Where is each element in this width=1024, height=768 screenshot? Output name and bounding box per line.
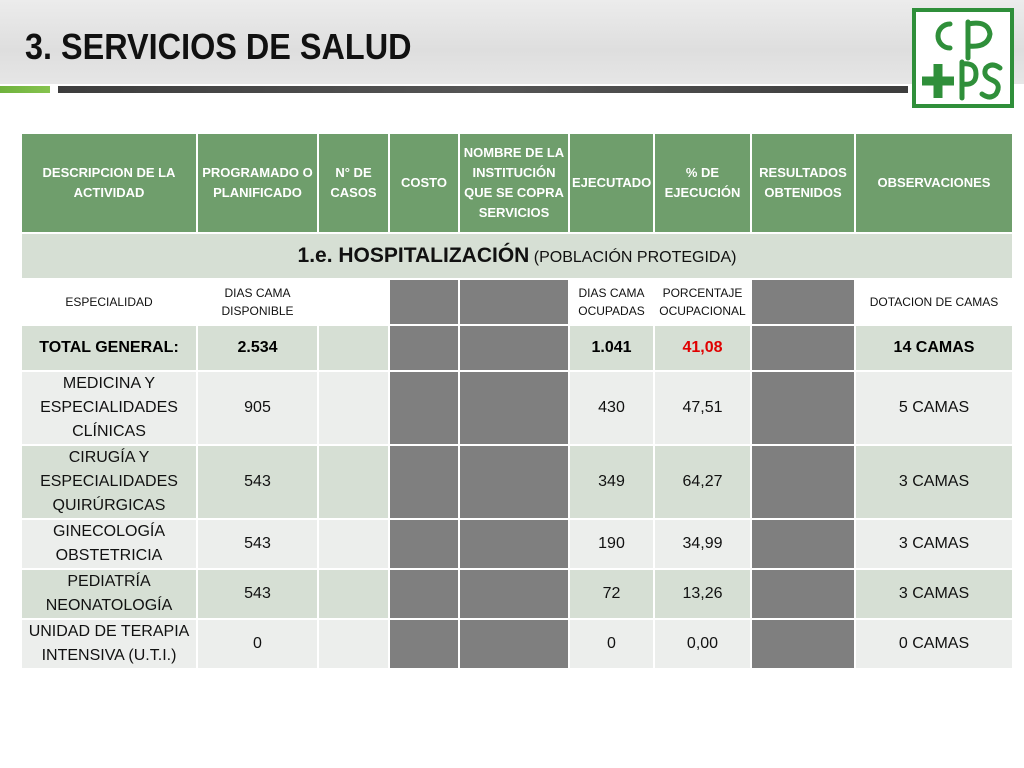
table-row: UNIDAD DE TERAPIA INTENSIVA (U.T.I.) 0 0…	[22, 620, 1012, 668]
row-especialidad: CIRUGÍA Y ESPECIALIDADES QUIRÚRGICAS	[22, 446, 196, 518]
subheader-dias-ocupadas: DIAS CAMA OCUPADAS	[570, 280, 653, 324]
gray-filler-cell	[460, 280, 568, 324]
table-row: CIRUGÍA Y ESPECIALIDADES QUIRÚRGICAS 543…	[22, 446, 1012, 518]
row-disponible: 543	[198, 570, 317, 618]
row-especialidad: GINECOLOGÍA OBSTETRICIA	[22, 520, 196, 568]
section-title-sub: (POBLACIÓN PROTEGIDA)	[533, 249, 737, 266]
row-ocupadas: 0	[570, 620, 653, 668]
header-resultados: RESULTADOS OBTENIDOS	[752, 134, 854, 232]
total-ocupadas: 1.041	[570, 326, 653, 370]
table-header-row: DESCRIPCION DE LA ACTIVIDAD PROGRAMADO O…	[22, 134, 1012, 232]
header-casos: N° DE CASOS	[319, 134, 388, 232]
gray-filler-cell	[460, 446, 568, 518]
empty-cell	[319, 326, 388, 370]
row-disponible: 905	[198, 372, 317, 444]
gray-filler-cell	[460, 570, 568, 618]
gray-filler-cell	[390, 570, 458, 618]
empty-cell	[319, 372, 388, 444]
total-porcentaje: 41,08	[655, 326, 750, 370]
gray-filler-cell	[752, 280, 854, 324]
gray-filler-cell	[460, 520, 568, 568]
gray-filler-cell	[752, 570, 854, 618]
gray-filler-cell	[460, 326, 568, 370]
section-title: 1.e. HOSPITALIZACIÓN (POBLACIÓN PROTEGID…	[22, 234, 1012, 278]
row-porcentaje: 13,26	[655, 570, 750, 618]
empty-cell	[319, 520, 388, 568]
accent-bar-dark	[58, 86, 908, 93]
table-row: GINECOLOGÍA OBSTETRICIA 543 190 34,99 3 …	[22, 520, 1012, 568]
gray-filler-cell	[390, 446, 458, 518]
subheader-especialidad: ESPECIALIDAD	[22, 280, 196, 324]
header-band	[0, 0, 1024, 84]
row-camas: 3 CAMAS	[856, 570, 1012, 618]
gray-filler-cell	[390, 280, 458, 324]
row-porcentaje: 64,27	[655, 446, 750, 518]
subheader-dotacion: DOTACION DE CAMAS	[856, 280, 1012, 324]
total-row: TOTAL GENERAL: 2.534 1.041 41,08 14 CAMA…	[22, 326, 1012, 370]
gray-filler-cell	[460, 620, 568, 668]
header-costo: COSTO	[390, 134, 458, 232]
hospitalization-table: DESCRIPCION DE LA ACTIVIDAD PROGRAMADO O…	[20, 132, 1014, 670]
gray-filler-cell	[390, 520, 458, 568]
gray-filler-cell	[752, 326, 854, 370]
row-especialidad: UNIDAD DE TERAPIA INTENSIVA (U.T.I.)	[22, 620, 196, 668]
subheader-dias-disponible: DIAS CAMA DISPONIBLE	[198, 280, 317, 324]
gray-filler-cell	[752, 446, 854, 518]
row-ocupadas: 349	[570, 446, 653, 518]
section-title-main: 1.e. HOSPITALIZACIÓN	[297, 244, 530, 267]
row-ocupadas: 190	[570, 520, 653, 568]
row-ocupadas: 430	[570, 372, 653, 444]
gray-filler-cell	[752, 520, 854, 568]
gray-filler-cell	[390, 372, 458, 444]
gray-filler-cell	[752, 620, 854, 668]
empty-cell	[319, 280, 388, 324]
row-porcentaje: 34,99	[655, 520, 750, 568]
row-especialidad: MEDICINA Y ESPECIALIDADES CLÍNICAS	[22, 372, 196, 444]
row-ocupadas: 72	[570, 570, 653, 618]
empty-cell	[319, 620, 388, 668]
row-porcentaje: 47,51	[655, 372, 750, 444]
header-programado: PROGRAMADO O PLANIFICADO	[198, 134, 317, 232]
row-camas: 3 CAMAS	[856, 446, 1012, 518]
empty-cell	[319, 446, 388, 518]
total-disponible: 2.534	[198, 326, 317, 370]
gray-filler-cell	[752, 372, 854, 444]
cpps-logo-icon	[912, 8, 1014, 108]
accent-bar-green	[0, 86, 50, 93]
total-camas: 14 CAMAS	[856, 326, 1012, 370]
row-disponible: 0	[198, 620, 317, 668]
row-camas: 5 CAMAS	[856, 372, 1012, 444]
subheader-porcentaje: PORCENTAJE OCUPACIONAL	[655, 280, 750, 324]
header-institucion: NOMBRE DE LA INSTITUCIÓN QUE SE COPRA SE…	[460, 134, 568, 232]
gray-filler-cell	[390, 620, 458, 668]
table-row: MEDICINA Y ESPECIALIDADES CLÍNICAS 905 4…	[22, 372, 1012, 444]
header-observaciones: OBSERVACIONES	[856, 134, 1012, 232]
page-title: 3. SERVICIOS DE SALUD	[25, 26, 412, 67]
gray-filler-cell	[460, 372, 568, 444]
table-row: PEDIATRÍA NEONATOLOGÍA 543 72 13,26 3 CA…	[22, 570, 1012, 618]
header-ejecutado: EJECUTADO	[570, 134, 653, 232]
gray-filler-cell	[390, 326, 458, 370]
subheader-row: ESPECIALIDAD DIAS CAMA DISPONIBLE DIAS C…	[22, 280, 1012, 324]
row-especialidad: PEDIATRÍA NEONATOLOGÍA	[22, 570, 196, 618]
row-camas: 0 CAMAS	[856, 620, 1012, 668]
row-porcentaje: 0,00	[655, 620, 750, 668]
row-camas: 3 CAMAS	[856, 520, 1012, 568]
empty-cell	[319, 570, 388, 618]
row-disponible: 543	[198, 446, 317, 518]
header-descripcion: DESCRIPCION DE LA ACTIVIDAD	[22, 134, 196, 232]
total-label: TOTAL GENERAL:	[22, 326, 196, 370]
section-row: 1.e. HOSPITALIZACIÓN (POBLACIÓN PROTEGID…	[22, 234, 1012, 278]
row-disponible: 543	[198, 520, 317, 568]
header-porcentaje: % DE EJECUCIÓN	[655, 134, 750, 232]
